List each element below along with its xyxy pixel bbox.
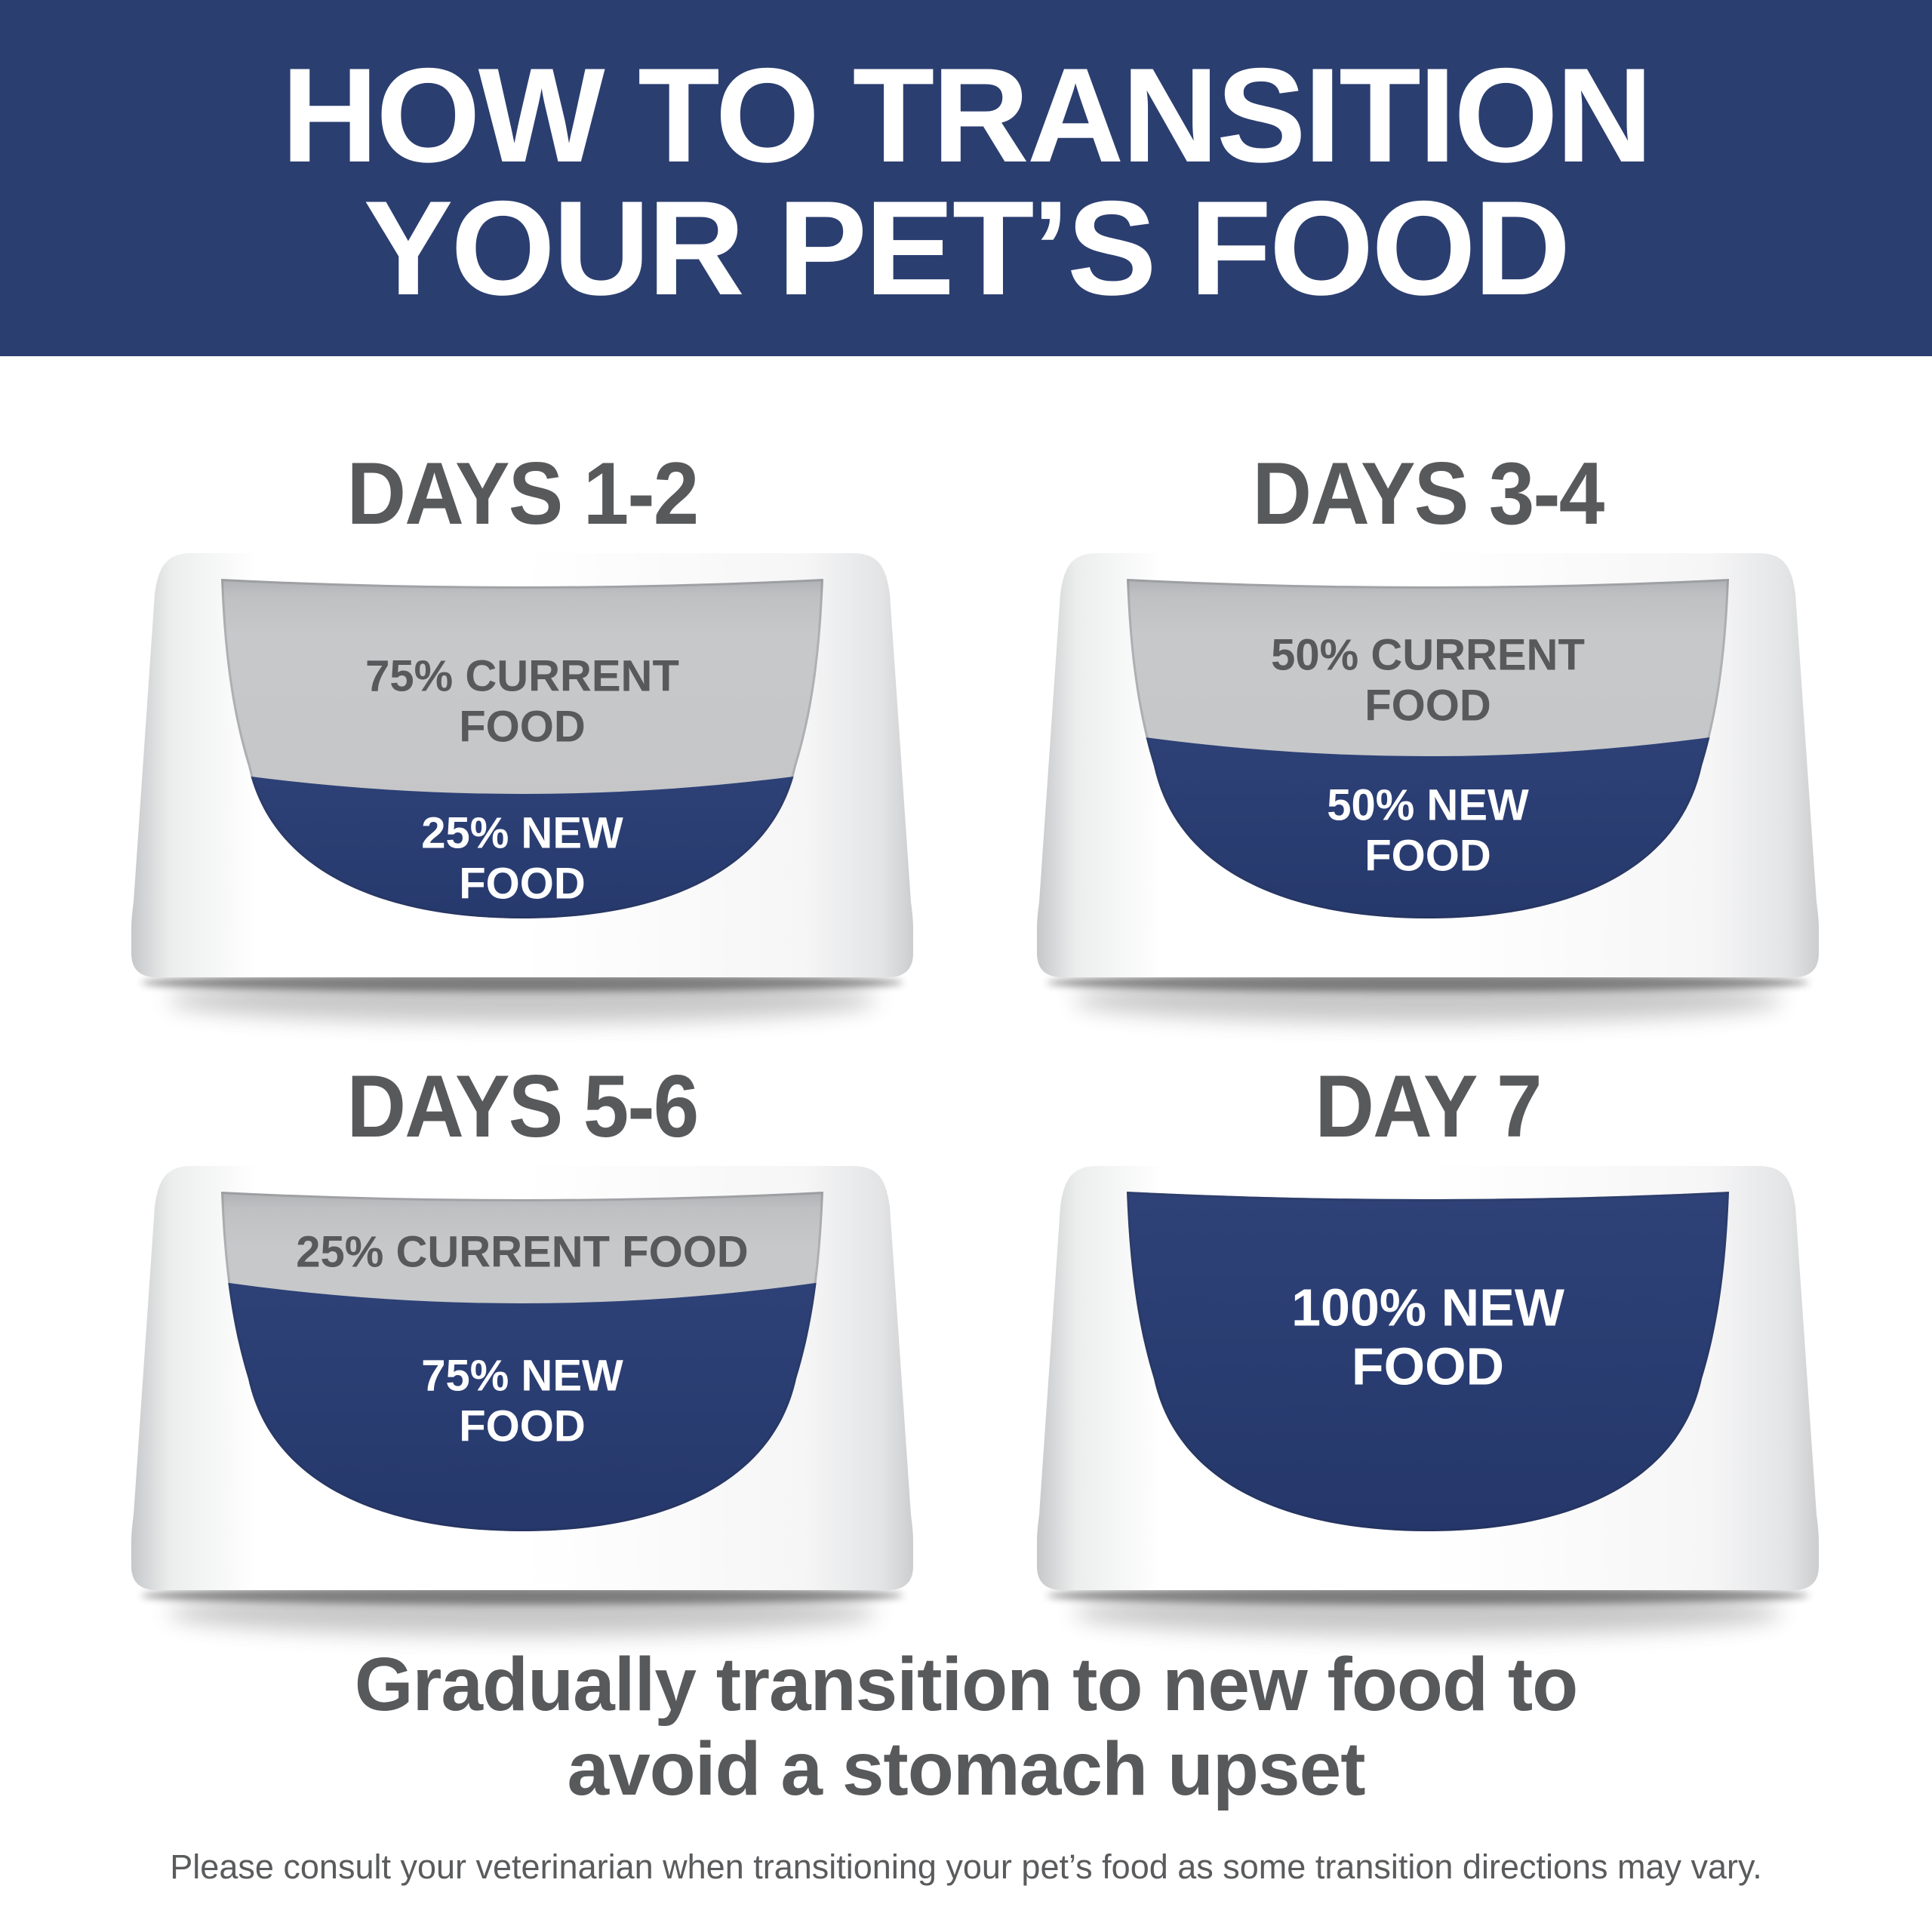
current-food-label: 75% CURRENT FOOD (122, 651, 922, 752)
current-food-line: FOOD (459, 702, 586, 751)
new-food-line: 50% NEW (1327, 780, 1529, 830)
bowl-days-3-4: 50% CURRENT FOOD 50% NEW FOOD (1028, 547, 1828, 1075)
footnote: Please consult your veterinarian when tr… (170, 1847, 1762, 1886)
food-bowl-graphic (122, 547, 922, 1075)
page-title-line1: HOW TO TRANSITION (281, 40, 1654, 190)
food-bowl-graphic (1037, 553, 1819, 1023)
new-food-line: FOOD (459, 1401, 586, 1451)
current-food-line: 25% CURRENT FOOD (296, 1227, 749, 1277)
current-food-line: 50% CURRENT (1271, 630, 1585, 680)
tagline-line1: Gradually transition to new food to (354, 1642, 1579, 1727)
new-food-label: 50% NEW FOOD (1028, 780, 1828, 881)
new-food-line: 75% NEW (421, 1351, 623, 1401)
food-bowl-graphic (131, 1166, 913, 1635)
new-food-line: FOOD (459, 859, 586, 908)
new-food-label: 75% NEW FOOD (122, 1351, 922, 1451)
new-food-label: 100% NEW FOOD (1028, 1278, 1828, 1397)
bowl-day-7: 100% NEW FOOD (1028, 1160, 1828, 1688)
food-bowl-graphic (1028, 1160, 1828, 1688)
current-food-line: FOOD (1364, 681, 1491, 730)
current-food-label: 50% CURRENT FOOD (1028, 630, 1828, 731)
new-food-line: FOOD (1364, 831, 1491, 880)
bowl-contact-shadow (1047, 1586, 1809, 1604)
food-bowl-graphic (1028, 547, 1828, 1075)
food-bowl-graphic (122, 1160, 922, 1688)
header-banner: HOW TO TRANSITION YOUR PET’S FOOD (0, 0, 1932, 356)
bowl-contact-shadow (141, 974, 903, 992)
new-food-line: FOOD (1351, 1337, 1505, 1396)
new-food-line: 100% NEW (1291, 1278, 1564, 1337)
day-heading-day-7: DAY 7 (1315, 1057, 1542, 1155)
day-heading-days-5-6: DAYS 5-6 (346, 1057, 700, 1155)
day-heading-days-3-4: DAYS 3-4 (1252, 444, 1605, 543)
bowl-days-5-6: 25% CURRENT FOOD 75% NEW FOOD (122, 1160, 922, 1688)
new-food-fill (221, 1269, 823, 1531)
day-heading-days-1-2: DAYS 1-2 (346, 444, 700, 543)
current-food-label: 25% CURRENT FOOD (122, 1228, 922, 1278)
tagline: Gradually transition to new food to avoi… (0, 1642, 1932, 1811)
new-food-fill (1127, 722, 1729, 918)
bowl-days-1-2: 75% CURRENT FOOD 25% NEW FOOD (122, 547, 922, 1075)
bowl-contact-shadow (141, 1586, 903, 1604)
tagline-line2: avoid a stomach upset (567, 1727, 1365, 1811)
new-food-label: 25% NEW FOOD (122, 808, 922, 909)
current-food-line: 75% CURRENT (365, 651, 679, 701)
new-food-line: 25% NEW (421, 808, 623, 858)
food-bowl-graphic (131, 553, 913, 1023)
page-title-line2: YOUR PET’S FOOD (363, 173, 1571, 323)
bowl-contact-shadow (1047, 974, 1809, 992)
food-bowl-graphic (1037, 1166, 1819, 1635)
new-food-fill (221, 760, 823, 918)
